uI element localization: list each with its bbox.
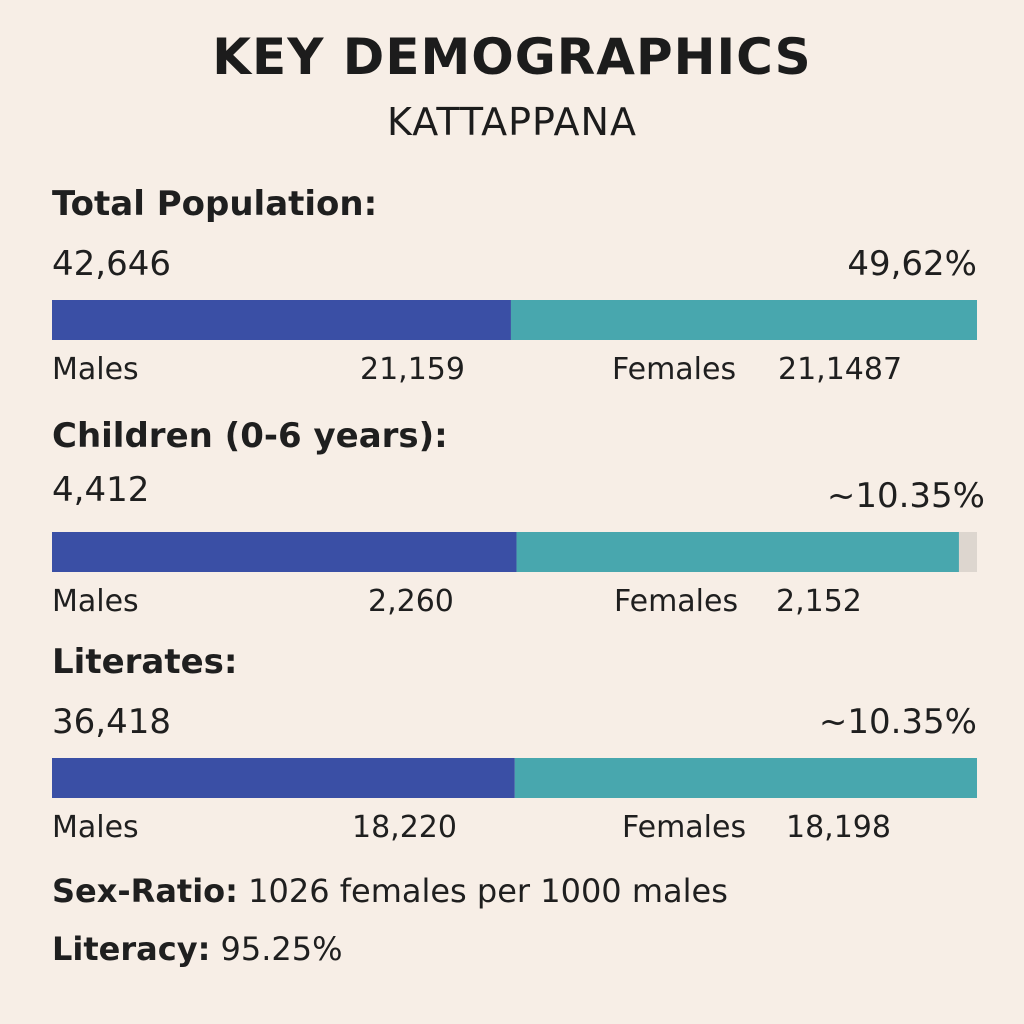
females-label: Females: [612, 352, 737, 387]
literacy-line: Literacy: 95.25%: [52, 930, 343, 968]
section-label: Children (0-6 years):: [52, 416, 448, 456]
females-value: 21,1487: [778, 352, 903, 387]
males-label: Males: [52, 810, 139, 845]
females-value: 18,198: [786, 810, 891, 845]
bar-segment-females: [514, 758, 977, 798]
section-label: Total Population:: [52, 184, 378, 224]
section-total: 4,412: [52, 470, 150, 510]
chart-title: KEY DEMOGRAPHICS: [212, 28, 812, 86]
bar-segment-females: [516, 532, 959, 572]
sex-ratio-line: Sex-Ratio: 1026 females per 1000 males: [52, 872, 728, 910]
bar-segment-males: [52, 532, 517, 572]
section-percent: 49,62%: [847, 244, 977, 284]
sex-ratio-value: 1026 females per 1000 males: [248, 872, 728, 910]
females-label: Females: [622, 810, 747, 845]
literacy-value: 95.25%: [220, 930, 343, 968]
section-total: 36,418: [52, 702, 171, 742]
section-total-population: Total Population: 42,646 49,62% Males 21…: [52, 184, 977, 394]
stacked-bar: [52, 300, 977, 340]
bar-segment-males: [52, 758, 515, 798]
literacy-label: Literacy:: [52, 930, 211, 968]
stacked-bar: [52, 758, 977, 798]
males-value: 21,159: [360, 352, 465, 387]
section-label: Literates:: [52, 642, 238, 682]
females-value: 2,152: [776, 584, 862, 619]
section-total: 42,646: [52, 244, 171, 284]
males-value: 18,220: [352, 810, 457, 845]
section-percent: ~10.35%: [818, 702, 977, 742]
section-percent: ~10.35%: [826, 476, 985, 516]
females-label: Females: [614, 584, 739, 619]
males-label: Males: [52, 584, 139, 619]
stacked-bar: [52, 532, 977, 572]
sex-ratio-label: Sex-Ratio:: [52, 872, 238, 910]
males-value: 2,260: [368, 584, 454, 619]
chart-subtitle: KATTAPPANA: [387, 100, 637, 144]
males-label: Males: [52, 352, 139, 387]
bar-segment-females: [510, 300, 977, 340]
section-children: Children (0-6 years): 4,412 ~10.35% Male…: [52, 416, 985, 626]
section-literates: Literates: 36,418 ~10.35% Males 18,220 F…: [52, 642, 977, 852]
bar-segment-males: [52, 300, 511, 340]
